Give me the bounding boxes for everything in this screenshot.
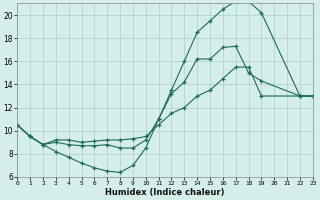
X-axis label: Humidex (Indice chaleur): Humidex (Indice chaleur)	[105, 188, 225, 197]
